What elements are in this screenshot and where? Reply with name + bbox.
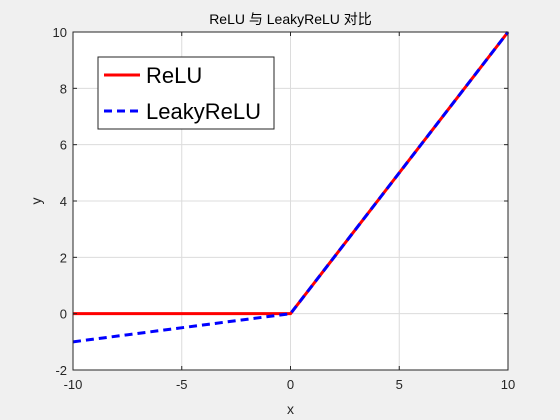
series-layer	[72, 31, 510, 344]
legend-label-leakyrelu: LeakyReLU	[146, 99, 261, 124]
x-tick-label: 10	[501, 377, 515, 392]
x-tick-label: -10	[64, 377, 83, 392]
y-tick-label: 8	[60, 81, 67, 96]
y-axis-label: y	[28, 198, 44, 205]
y-tick-label: 0	[60, 307, 67, 322]
ticks: -10 -5 0 5 10 -2 0 2 4 6 8 10	[53, 25, 516, 392]
y-tick-label: 10	[53, 25, 67, 40]
series-line-leakyrelu	[72, 31, 510, 344]
x-tick-label: -5	[176, 377, 188, 392]
y-tick-label: 4	[60, 194, 67, 209]
y-tick-label: -2	[55, 363, 67, 378]
legend: ReLU LeakyReLU	[97, 56, 275, 130]
chart-title: ReLU 与 LeakyReLU 对比	[209, 11, 372, 27]
legend-box	[97, 56, 275, 130]
x-tick-label: 0	[287, 377, 294, 392]
x-axis-label: x	[287, 401, 294, 417]
x-tick-label: 5	[396, 377, 403, 392]
y-tick-label: 6	[60, 138, 67, 153]
legend-label-relu: ReLU	[146, 63, 202, 88]
y-tick-label: 2	[60, 250, 67, 265]
